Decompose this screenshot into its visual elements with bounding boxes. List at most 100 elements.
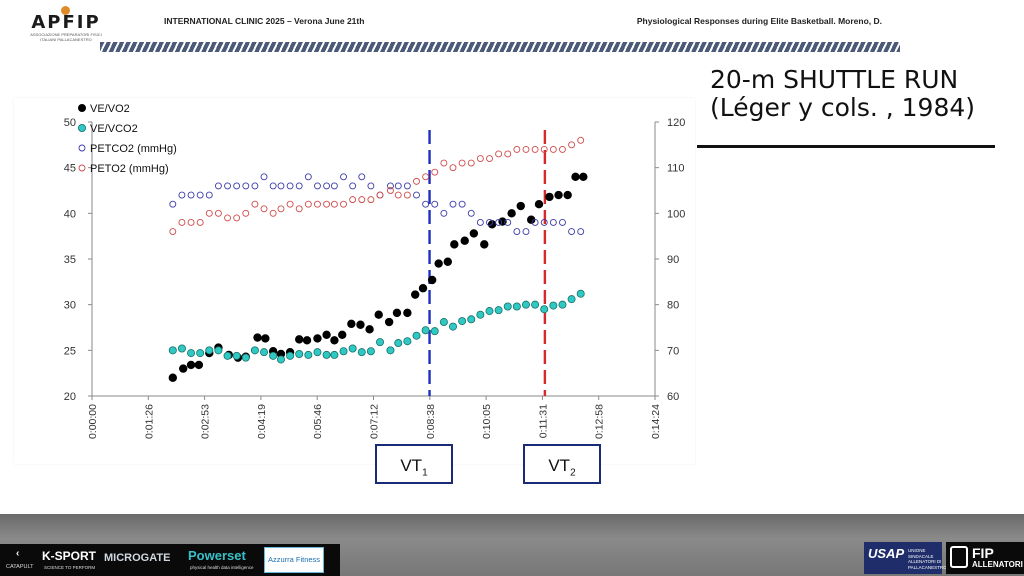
point-ve-vo2 — [261, 334, 270, 343]
point-ve-vco2 — [458, 317, 467, 326]
point-ve-vco2 — [421, 326, 430, 335]
point-petco2-mmhg- — [549, 219, 557, 226]
point-petco2-mmhg- — [513, 228, 521, 236]
point-ve-vo2 — [450, 240, 459, 249]
x-tick-label: 0:02:53 — [200, 404, 212, 439]
point-peto2-mmhg- — [467, 159, 475, 167]
header-event-title: INTERNATIONAL CLINIC 2025 – Verona June … — [164, 16, 365, 26]
point-ve-vco2 — [386, 346, 395, 355]
point-peto2-mmhg- — [323, 200, 331, 208]
point-ve-vco2 — [412, 331, 421, 340]
point-peto2-mmhg- — [233, 214, 241, 222]
vt1-sub: 1 — [422, 467, 428, 479]
point-petco2-mmhg- — [495, 219, 503, 226]
point-ve-vco2 — [205, 346, 214, 355]
slide-title-line2: (Léger y cols. , 1984) — [710, 93, 976, 122]
legend-petco2-mmhg--marker — [78, 144, 86, 152]
point-ve-vo2 — [571, 172, 580, 181]
point-petco2-mmhg- — [458, 200, 466, 208]
point-petco2-mmhg- — [187, 191, 195, 199]
point-ve-vo2 — [168, 373, 178, 382]
point-peto2-mmhg- — [251, 200, 259, 208]
point-ve-vo2 — [186, 360, 196, 370]
point-ve-vo2 — [356, 320, 365, 329]
point-petco2-mmhg- — [504, 219, 512, 226]
point-ve-vo2 — [338, 330, 347, 340]
point-ve-vco2 — [394, 339, 403, 348]
point-ve-vco2 — [322, 350, 331, 359]
point-peto2-mmhg- — [522, 145, 530, 153]
point-peto2-mmhg- — [242, 209, 250, 217]
point-petco2-mmhg- — [340, 173, 347, 181]
point-peto2-mmhg- — [495, 150, 503, 158]
point-peto2-mmhg- — [304, 200, 312, 208]
legend-ve-vco2-label: VE/VCO2 — [90, 123, 138, 135]
point-ve-vo2 — [498, 217, 507, 226]
point-ve-vco2 — [357, 348, 366, 357]
point-ve-vo2 — [365, 325, 374, 334]
point-petco2-mmhg- — [413, 191, 420, 199]
x-tick-label: 0:01:26 — [143, 404, 155, 439]
point-petco2-mmhg- — [304, 173, 312, 181]
point-petco2-mmhg- — [295, 182, 303, 190]
point-peto2-mmhg- — [386, 187, 394, 194]
point-ve-vco2 — [485, 307, 494, 316]
point-petco2-mmhg- — [522, 228, 530, 236]
y-right-tick-label: 80 — [667, 300, 679, 312]
point-petco2-mmhg- — [531, 219, 539, 226]
point-ve-vo2 — [563, 190, 572, 200]
point-petco2-mmhg- — [314, 182, 321, 190]
point-ve-vco2 — [430, 327, 439, 336]
point-ve-vo2 — [384, 317, 394, 327]
point-peto2-mmhg- — [403, 191, 411, 199]
legend-ve-vo2-marker — [78, 104, 87, 112]
point-peto2-mmhg- — [358, 196, 366, 204]
point-peto2-mmhg- — [376, 191, 384, 199]
y-right-tick-label: 100 — [667, 208, 685, 220]
fip-logo: FIP ALLENATORI — [946, 542, 1024, 574]
point-ve-vco2 — [521, 300, 530, 309]
usap-logo-subtext: UNIONE SINDACALE ALLENATORI DI PALLACANE… — [908, 548, 947, 570]
y-left-tick-label: 30 — [64, 300, 76, 312]
point-ve-vco2 — [330, 350, 339, 359]
point-peto2-mmhg- — [314, 200, 321, 208]
point-petco2-mmhg- — [467, 209, 475, 217]
point-petco2-mmhg- — [431, 200, 439, 208]
point-petco2-mmhg- — [178, 191, 186, 199]
legend-ve-vco2-marker — [78, 123, 87, 132]
point-peto2-mmhg- — [340, 200, 347, 208]
point-petco2-mmhg- — [169, 200, 177, 208]
point-ve-vo2 — [469, 229, 479, 238]
point-peto2-mmhg- — [504, 150, 512, 158]
point-ve-vo2 — [392, 308, 402, 318]
y-left-tick-label: 25 — [64, 345, 76, 357]
point-peto2-mmhg- — [540, 145, 548, 153]
point-petco2-mmhg- — [286, 182, 294, 190]
x-tick-label: 0:04:19 — [256, 404, 268, 439]
point-ve-vo2 — [313, 334, 322, 343]
point-ve-vco2 — [439, 318, 448, 327]
catapult-chevron-icon: ‹ — [16, 548, 20, 559]
point-ve-vco2 — [503, 302, 512, 311]
slide-title-line1: 20-m SHUTTLE RUN — [710, 65, 959, 94]
fip-logo-text: FIP — [972, 545, 994, 561]
point-ve-vo2 — [545, 192, 554, 202]
usap-logo-text: USAP — [868, 546, 905, 561]
vt2-box: VT2 — [523, 444, 601, 484]
sponsor-catapult: CATAPULT — [6, 564, 34, 570]
point-petco2-mmhg- — [476, 219, 484, 226]
point-peto2-mmhg- — [568, 141, 576, 149]
point-ve-vco2 — [250, 346, 259, 355]
point-peto2-mmhg- — [531, 145, 539, 153]
point-ve-vco2 — [260, 348, 269, 357]
point-peto2-mmhg- — [559, 145, 566, 153]
point-ve-vco2 — [196, 349, 205, 358]
point-ve-vco2 — [313, 348, 322, 357]
legend-ve-vo2-label: VE/VO2 — [90, 103, 130, 115]
point-ve-vco2 — [567, 295, 576, 304]
ventilatory-chart: 20 25 30 35 40 45 50 60 70 80 90 100 110 120 0:00:00 0:… — [64, 103, 686, 439]
vt2-sub: 2 — [570, 467, 576, 479]
point-petco2-mmhg- — [394, 182, 402, 190]
point-peto2-mmhg- — [367, 196, 375, 204]
point-ve-vo2 — [427, 275, 437, 285]
